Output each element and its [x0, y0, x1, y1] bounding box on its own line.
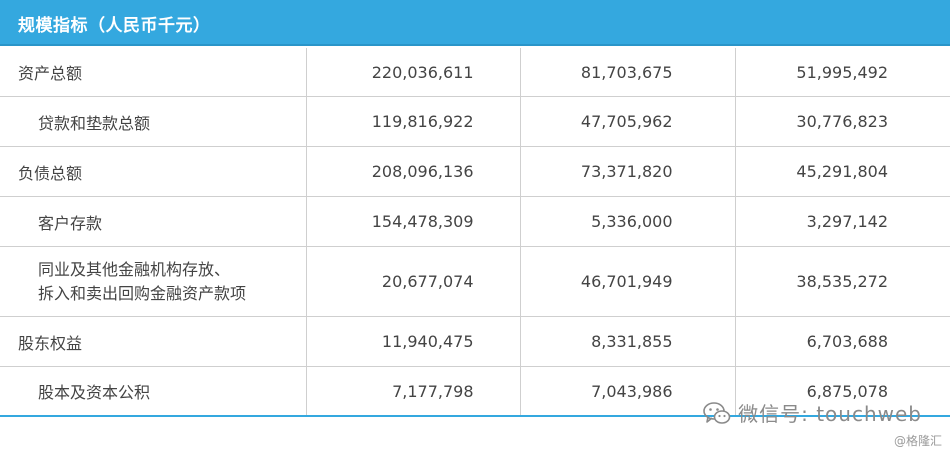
wechat-icon — [703, 401, 731, 424]
table-row: 股东权益 11,940,475 8,331,855 6,703,688 — [0, 316, 950, 367]
cell-value: 6,703,688 — [734, 316, 950, 367]
cell-value: 47,705,962 — [519, 96, 735, 147]
table-row: 股本及资本公积 7,177,798 7,043,986 6,875,078 — [0, 366, 950, 417]
cell-value: 6,875,078 — [734, 366, 950, 417]
cell-value: 7,043,986 — [519, 366, 735, 417]
cell-value: 8,331,855 — [519, 316, 735, 367]
cell-value: 3,297,142 — [734, 196, 950, 247]
cell-value: 81,703,675 — [519, 48, 735, 97]
cell-value: 11,940,475 — [305, 316, 520, 367]
source-credit: @格隆汇 — [893, 434, 942, 448]
cell-value: 154,478,309 — [305, 196, 520, 247]
row-label-customer-deposits: 客户存款 — [0, 196, 306, 247]
cell-value: 220,036,611 — [305, 48, 520, 97]
row-label-total-assets: 资产总额 — [0, 48, 306, 97]
cell-value: 20,677,074 — [305, 246, 520, 317]
wechat-watermark: 微信号: touchweb — [702, 398, 922, 427]
row-label-loans: 贷款和垫款总额 — [0, 96, 306, 147]
table-row: 资产总额 220,036,611 81,703,675 51,995,492 — [0, 48, 950, 97]
table-row: 同业及其他金融机构存放、 拆入和卖出回购金融资产款项 20,677,074 46… — [0, 246, 950, 317]
cell-value: 119,816,922 — [305, 96, 520, 147]
table-row: 贷款和垫款总额 119,816,922 47,705,962 30,776,82… — [0, 96, 950, 147]
metrics-table: 资产总额 220,036,611 81,703,675 51,995,492 贷… — [0, 48, 950, 417]
row-label-equity: 股东权益 — [0, 316, 306, 367]
cell-value: 38,535,272 — [734, 246, 950, 317]
table-title: 规模指标（人民币千元） — [18, 16, 211, 36]
row-label-line: 同业及其他金融机构存放、 — [38, 259, 231, 279]
cell-value: 51,995,492 — [734, 48, 950, 97]
cell-value: 46,701,949 — [519, 246, 735, 317]
cell-value: 73,371,820 — [519, 146, 735, 197]
table-row: 负债总额 208,096,136 73,371,820 45,291,804 — [0, 146, 950, 197]
cell-value: 208,096,136 — [305, 146, 520, 197]
row-label-share-capital: 股本及资本公积 — [0, 366, 306, 417]
cell-value: 5,336,000 — [519, 196, 735, 247]
cell-value: 45,291,804 — [734, 146, 950, 197]
table-row: 客户存款 154,478,309 5,336,000 3,297,142 — [0, 196, 950, 247]
watermark-text: 微信号: touchweb — [738, 402, 922, 426]
row-label-line: 拆入和卖出回购金融资产款项 — [38, 283, 247, 303]
row-label-interbank: 同业及其他金融机构存放、 拆入和卖出回购金融资产款项 — [0, 246, 306, 317]
cell-value: 7,177,798 — [305, 366, 520, 417]
row-label-total-liabilities: 负债总额 — [0, 146, 306, 197]
table-header-bar: 规模指标（人民币千元） — [0, 0, 950, 46]
cell-value: 30,776,823 — [734, 96, 950, 147]
